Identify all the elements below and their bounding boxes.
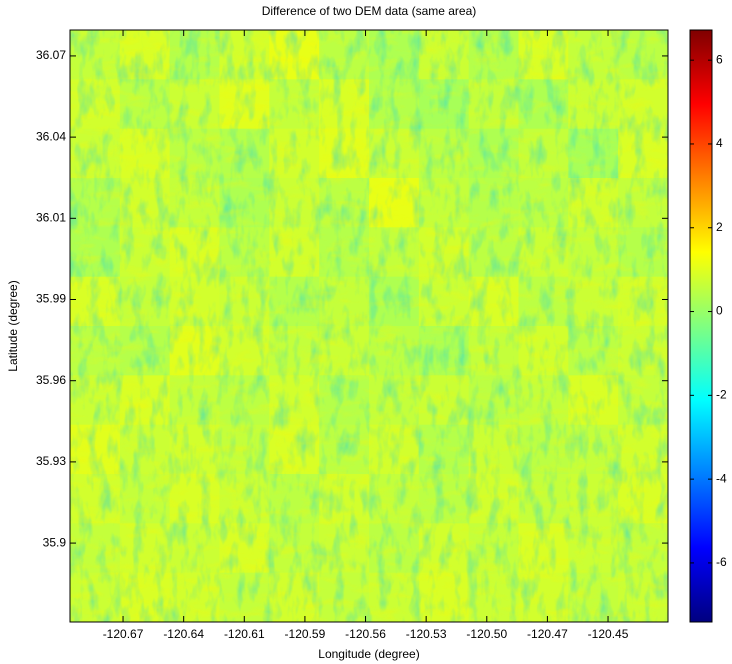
y-tick-label: 36.04: [36, 129, 66, 143]
x-tick-label: -120.56: [345, 627, 386, 641]
x-tick-label: -120.67: [103, 627, 144, 641]
colorbar-tick-label: 0: [716, 304, 723, 318]
x-tick-label: -120.45: [588, 627, 629, 641]
x-tick-label: -120.59: [285, 627, 326, 641]
texture-layer: [70, 30, 668, 622]
colorbar-tick-label: 6: [716, 52, 723, 66]
y-tick-label: 36.07: [36, 48, 66, 62]
texture: [70, 30, 668, 622]
y-tick-label: 35.9: [43, 535, 67, 549]
colorbar: [689, 29, 713, 623]
colorbar-tick-label: -4: [716, 471, 727, 485]
colorbar-tick-label: -6: [716, 555, 727, 569]
x-tick-label: -120.47: [527, 627, 568, 641]
x-tick-label: -120.50: [466, 627, 507, 641]
x-tick-label: -120.64: [163, 627, 204, 641]
y-tick-label: 35.96: [36, 373, 66, 387]
y-tick-label: 35.93: [36, 454, 66, 468]
colorbar-tick-label: -2: [716, 388, 727, 402]
plot-frame: [69, 29, 669, 623]
x-axis-title: Longitude (degree): [318, 647, 419, 661]
chart-title: Difference of two DEM data (same area): [262, 4, 477, 18]
colorbar-tick-label: 2: [716, 220, 723, 234]
colorbar-tick-label: 4: [716, 136, 723, 150]
y-axis-title: Latitude (degree): [6, 280, 20, 371]
x-tick-label: -120.61: [224, 627, 265, 641]
y-tick-label: 35.99: [36, 292, 66, 306]
y-tick-label: 36.01: [36, 210, 66, 224]
x-tick-label: -120.53: [406, 627, 447, 641]
